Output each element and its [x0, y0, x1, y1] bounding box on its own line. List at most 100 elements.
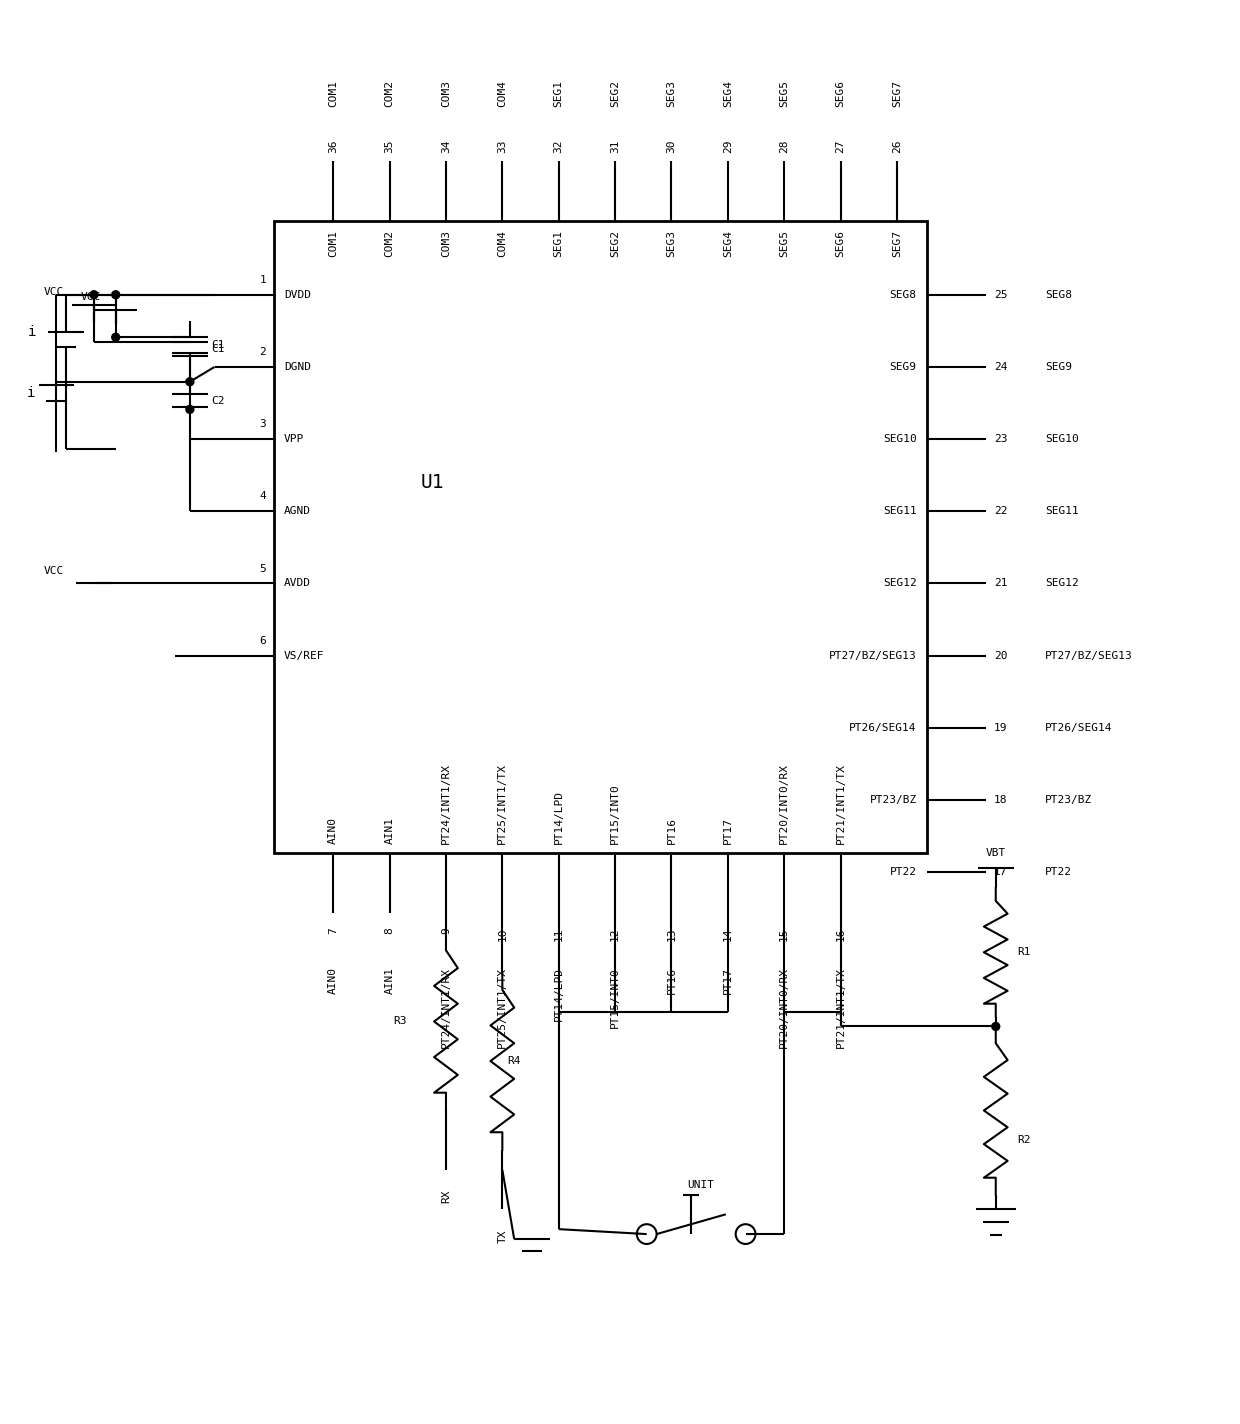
- Text: U1: U1: [420, 473, 444, 493]
- Text: COM2: COM2: [384, 80, 394, 107]
- Text: SEG9: SEG9: [1045, 362, 1073, 372]
- Text: VCC: VCC: [45, 565, 64, 575]
- Text: SEG5: SEG5: [779, 231, 789, 258]
- Text: 2: 2: [259, 347, 267, 357]
- Text: COM1: COM1: [329, 231, 339, 258]
- Text: 9: 9: [441, 927, 451, 934]
- Text: AIN0: AIN0: [329, 967, 339, 994]
- Text: SEG4: SEG4: [723, 231, 733, 258]
- Text: SEG5: SEG5: [779, 80, 789, 107]
- Text: SEG2: SEG2: [610, 80, 620, 107]
- Text: PT15/INT0: PT15/INT0: [610, 783, 620, 843]
- Text: PT25/INT1/TX: PT25/INT1/TX: [497, 967, 507, 1048]
- Circle shape: [186, 377, 193, 386]
- Text: R3: R3: [393, 1017, 407, 1027]
- Text: 32: 32: [554, 140, 564, 154]
- Text: DGND: DGND: [284, 362, 311, 372]
- Text: COM3: COM3: [441, 231, 451, 258]
- Text: PT21/INT1/TX: PT21/INT1/TX: [836, 762, 846, 843]
- Text: 16: 16: [836, 927, 846, 941]
- Text: i: i: [29, 325, 37, 339]
- Text: PT22: PT22: [889, 867, 916, 877]
- Text: R4: R4: [507, 1057, 521, 1067]
- Text: VS/REF: VS/REF: [284, 651, 325, 661]
- Text: SEG1: SEG1: [554, 80, 564, 107]
- Text: 31: 31: [610, 140, 620, 154]
- Text: 36: 36: [329, 140, 339, 154]
- Text: SEG3: SEG3: [666, 231, 676, 258]
- Text: 24: 24: [993, 362, 1007, 372]
- Text: SEG6: SEG6: [836, 80, 846, 107]
- Text: AVDD: AVDD: [284, 578, 311, 588]
- Text: SEG11: SEG11: [883, 507, 916, 517]
- Text: PT16: PT16: [666, 816, 676, 843]
- Text: 27: 27: [836, 140, 846, 154]
- Text: 13: 13: [666, 927, 676, 941]
- Text: VPP: VPP: [284, 434, 304, 444]
- Text: AIN1: AIN1: [384, 816, 394, 843]
- Text: SEG6: SEG6: [836, 231, 846, 258]
- Text: SEG8: SEG8: [889, 289, 916, 299]
- Text: SEG10: SEG10: [883, 434, 916, 444]
- Text: 25: 25: [993, 289, 1007, 299]
- Text: 34: 34: [441, 140, 451, 154]
- Text: VBT: VBT: [986, 849, 1006, 859]
- Text: C2: C2: [212, 396, 226, 406]
- Text: SEG10: SEG10: [1045, 434, 1079, 444]
- Text: PT23/BZ: PT23/BZ: [869, 795, 916, 805]
- Text: COM1: COM1: [329, 80, 339, 107]
- Text: AIN0: AIN0: [329, 816, 339, 843]
- Text: 18: 18: [993, 795, 1007, 805]
- Text: 12: 12: [610, 927, 620, 941]
- Circle shape: [992, 1022, 999, 1031]
- Text: DVDD: DVDD: [284, 289, 311, 299]
- Text: 14: 14: [723, 927, 733, 941]
- Text: PT16: PT16: [666, 967, 676, 994]
- Text: PT24/INT1/RX: PT24/INT1/RX: [441, 762, 451, 843]
- Text: PT14/LPD: PT14/LPD: [554, 789, 564, 843]
- Text: RX: RX: [441, 1189, 451, 1203]
- Text: VCC: VCC: [45, 286, 64, 296]
- Text: 8: 8: [384, 927, 394, 934]
- Text: PT25/INT1/TX: PT25/INT1/TX: [497, 762, 507, 843]
- Text: TX: TX: [497, 1229, 507, 1243]
- Text: 5: 5: [259, 564, 267, 574]
- Text: SEG8: SEG8: [1045, 289, 1073, 299]
- Circle shape: [186, 406, 193, 413]
- Text: 11: 11: [554, 927, 564, 941]
- Text: 20: 20: [993, 651, 1007, 661]
- Text: SEG7: SEG7: [892, 80, 901, 107]
- Text: 3: 3: [259, 419, 267, 429]
- Text: 10: 10: [497, 927, 507, 941]
- Text: 4: 4: [259, 491, 267, 501]
- Text: COM4: COM4: [497, 231, 507, 258]
- Text: 35: 35: [384, 140, 394, 154]
- Text: 22: 22: [993, 507, 1007, 517]
- Text: PT26/SEG14: PT26/SEG14: [1045, 723, 1112, 733]
- Text: PT20/INT0/RX: PT20/INT0/RX: [779, 762, 789, 843]
- Text: 6: 6: [259, 635, 267, 645]
- Text: PT23/BZ: PT23/BZ: [1045, 795, 1092, 805]
- Text: 7: 7: [329, 927, 339, 934]
- Text: COM2: COM2: [384, 231, 394, 258]
- Text: R1: R1: [1018, 947, 1030, 957]
- Text: AGND: AGND: [284, 507, 311, 517]
- Text: 30: 30: [666, 140, 676, 154]
- Text: 29: 29: [723, 140, 733, 154]
- Text: PT14/LPD: PT14/LPD: [554, 967, 564, 1021]
- Circle shape: [112, 333, 120, 342]
- Text: SEG11: SEG11: [1045, 507, 1079, 517]
- Text: PT21/INT1/TX: PT21/INT1/TX: [836, 967, 846, 1048]
- Text: C1: C1: [212, 345, 226, 355]
- Text: 15: 15: [779, 927, 789, 941]
- Text: 19: 19: [993, 723, 1007, 733]
- Text: PT17: PT17: [723, 816, 733, 843]
- Text: 26: 26: [892, 140, 901, 154]
- Text: SEG7: SEG7: [892, 231, 901, 258]
- Text: 1: 1: [259, 275, 267, 285]
- Text: 17: 17: [993, 867, 1007, 877]
- Text: C1: C1: [212, 340, 226, 350]
- Text: PT27/BZ/SEG13: PT27/BZ/SEG13: [828, 651, 916, 661]
- Text: VCC: VCC: [81, 292, 102, 302]
- Text: COM4: COM4: [497, 80, 507, 107]
